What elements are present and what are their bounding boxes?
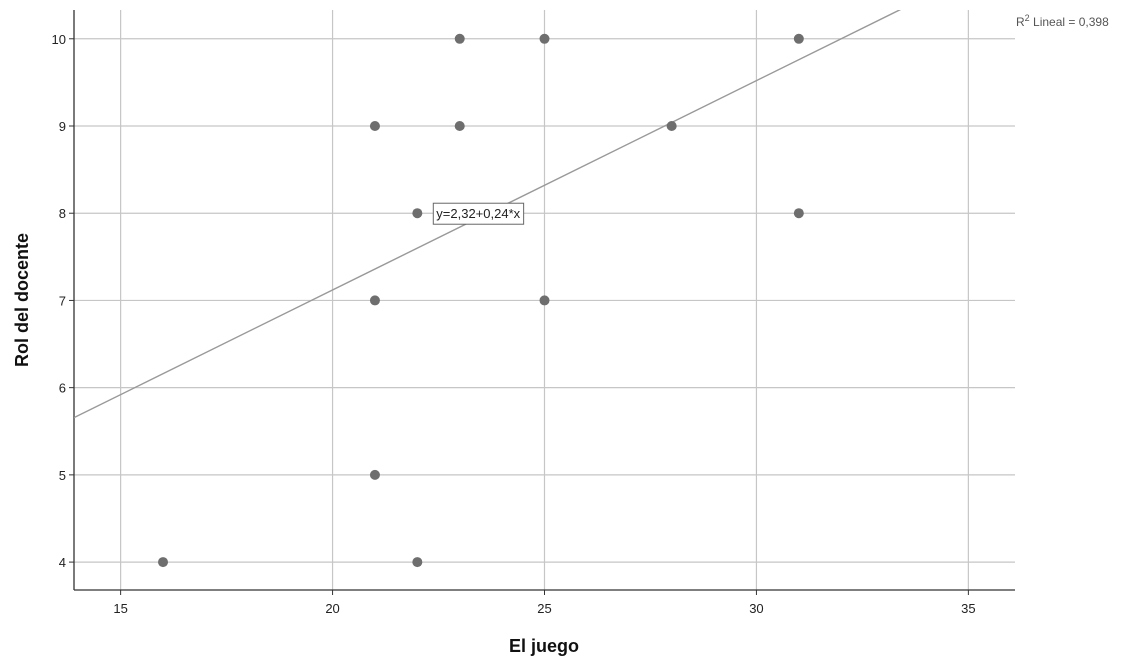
- fit-line-layer: [74, 10, 902, 419]
- data-point: [793, 208, 804, 219]
- axes: [69, 10, 1015, 595]
- data-point: [369, 121, 380, 131]
- r2-prefix: R: [1016, 15, 1025, 29]
- equation-label: y=2,32+0,24*x: [432, 202, 525, 225]
- tick-labels: 15 20 25 30 35 4 5 6 7 8 9 10: [52, 32, 976, 616]
- equation-box: [432, 202, 525, 225]
- x-tick-label: 35: [961, 601, 975, 616]
- x-tick-label: 25: [537, 601, 551, 616]
- data-point: [412, 557, 423, 568]
- data-point: [454, 33, 465, 44]
- equation-text: y=2,32+0,24*x: [436, 206, 520, 221]
- regression-line: [74, 10, 902, 419]
- y-tick-label: 10: [52, 32, 66, 47]
- data-point: [412, 208, 423, 219]
- y-tick-label: 9: [59, 119, 66, 134]
- y-tick-label: 4: [59, 555, 66, 570]
- data-point: [369, 469, 380, 480]
- data-point: [793, 33, 804, 44]
- x-tick-label: 15: [113, 601, 127, 616]
- data-point: [539, 33, 550, 44]
- data-point: [666, 121, 677, 131]
- r2-suffix: Lineal = 0,398: [1030, 15, 1109, 29]
- data-point: [369, 295, 380, 306]
- y-tick-label: 8: [59, 206, 66, 221]
- r2-label: R2 Lineal = 0,398: [1016, 13, 1109, 29]
- y-tick-label: 5: [59, 468, 66, 483]
- y-tick-label: 7: [59, 293, 66, 308]
- x-axis-title: El juego: [509, 636, 579, 656]
- y-axis-title: Rol del docente: [12, 233, 32, 367]
- data-point: [454, 121, 465, 131]
- x-tick-label: 30: [749, 601, 763, 616]
- r2-superscript: 2: [1025, 13, 1030, 23]
- x-tick-label: 20: [325, 601, 339, 616]
- data-point: [539, 295, 550, 306]
- data-points: [158, 33, 804, 568]
- y-tick-label: 6: [59, 381, 66, 396]
- data-point: [158, 557, 169, 568]
